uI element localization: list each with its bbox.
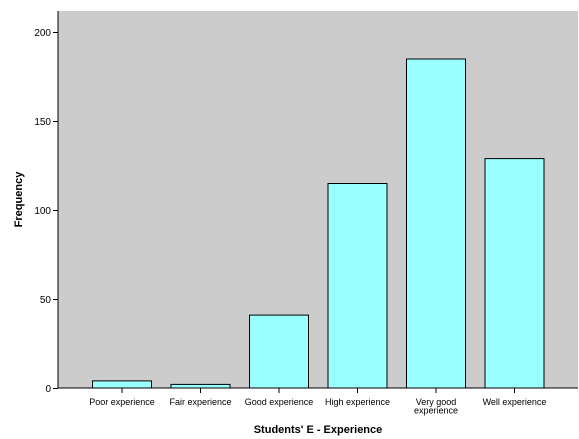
- bar-3: [327, 183, 388, 389]
- x-tick-label-4: Very good experience: [414, 397, 458, 416]
- y-axis-title: Frequency: [13, 171, 25, 228]
- y-tick-label-0: 0: [45, 384, 51, 395]
- x-tick-label-3: High experience: [325, 397, 390, 407]
- x-tick-label-0: Poor experience: [89, 397, 155, 407]
- y-axis-ticks: 0 50 100 150 200: [34, 28, 58, 395]
- y-tick-label-3: 150: [34, 117, 51, 128]
- bars-group: [92, 58, 545, 389]
- x-axis-title: Students' E - Experience: [254, 424, 383, 436]
- bar-1: [170, 383, 231, 389]
- x-axis-ticks: Poor experience Fair experience Good exper…: [89, 388, 546, 416]
- y-tick-label-1: 50: [40, 295, 52, 306]
- y-tick-label-4: 200: [34, 28, 51, 39]
- x-tick-label-5: Well experience: [483, 397, 547, 407]
- bar-5: [484, 158, 545, 389]
- x-tick-label-2: Good experience: [245, 397, 314, 407]
- x-tick-label-1: Fair experience: [169, 397, 231, 407]
- y-tick-label-2: 100: [34, 206, 51, 217]
- bar-4: [406, 58, 466, 389]
- bar-0: [92, 380, 152, 389]
- bar-2: [249, 314, 309, 389]
